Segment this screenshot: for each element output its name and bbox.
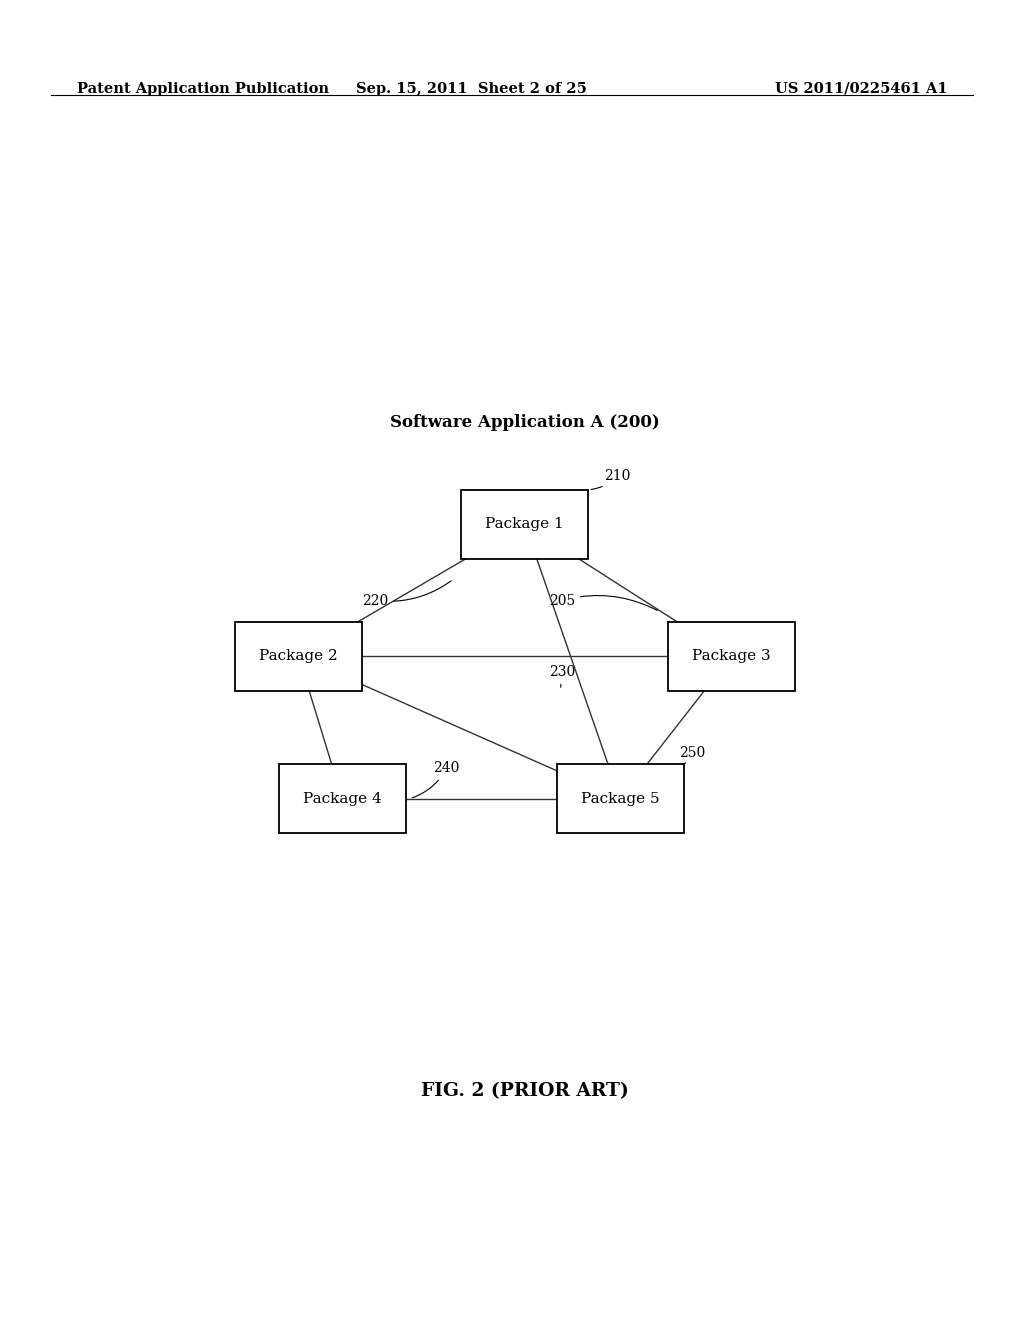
Bar xyxy=(279,764,406,833)
Point xyxy=(662,648,674,664)
Text: 250: 250 xyxy=(680,746,706,764)
Point xyxy=(698,682,711,698)
Point xyxy=(530,550,543,566)
Point xyxy=(551,763,563,779)
Bar xyxy=(236,622,362,690)
Text: Package 2: Package 2 xyxy=(259,649,338,664)
Point xyxy=(326,756,338,772)
Text: Software Application A (200): Software Application A (200) xyxy=(390,414,659,432)
Point xyxy=(351,614,364,630)
Bar xyxy=(668,622,795,690)
Text: Patent Application Publication: Patent Application Publication xyxy=(77,82,329,96)
Bar xyxy=(461,490,588,558)
Line: 2 pts: 2 pts xyxy=(579,558,677,622)
Text: Package 5: Package 5 xyxy=(581,792,659,805)
Point xyxy=(671,614,683,630)
Text: FIG. 2 (PRIOR ART): FIG. 2 (PRIOR ART) xyxy=(421,1082,629,1101)
Line: 2 pts: 2 pts xyxy=(362,685,557,771)
Text: 220: 220 xyxy=(362,581,452,607)
Point xyxy=(602,756,614,772)
Text: Sep. 15, 2011  Sheet 2 of 25: Sep. 15, 2011 Sheet 2 of 25 xyxy=(355,82,587,96)
Line: 2 pts: 2 pts xyxy=(647,690,705,764)
Text: 230: 230 xyxy=(549,665,574,688)
Point xyxy=(641,756,653,772)
Text: 205: 205 xyxy=(549,594,657,610)
Line: 2 pts: 2 pts xyxy=(357,558,466,622)
Point xyxy=(356,648,369,664)
Text: US 2011/0225461 A1: US 2011/0225461 A1 xyxy=(774,82,947,96)
Text: Package 1: Package 1 xyxy=(485,517,564,532)
Text: Package 4: Package 4 xyxy=(303,792,382,805)
Line: 2 pts: 2 pts xyxy=(309,690,332,764)
Bar xyxy=(557,764,684,833)
Text: 240: 240 xyxy=(413,762,460,797)
Point xyxy=(460,550,472,566)
Point xyxy=(572,550,585,566)
Point xyxy=(303,682,315,698)
Point xyxy=(356,677,369,693)
Text: Package 3: Package 3 xyxy=(692,649,770,664)
Text: 210: 210 xyxy=(591,469,631,490)
Point xyxy=(551,791,563,807)
Line: 2 pts: 2 pts xyxy=(537,558,608,764)
Point xyxy=(399,791,412,807)
